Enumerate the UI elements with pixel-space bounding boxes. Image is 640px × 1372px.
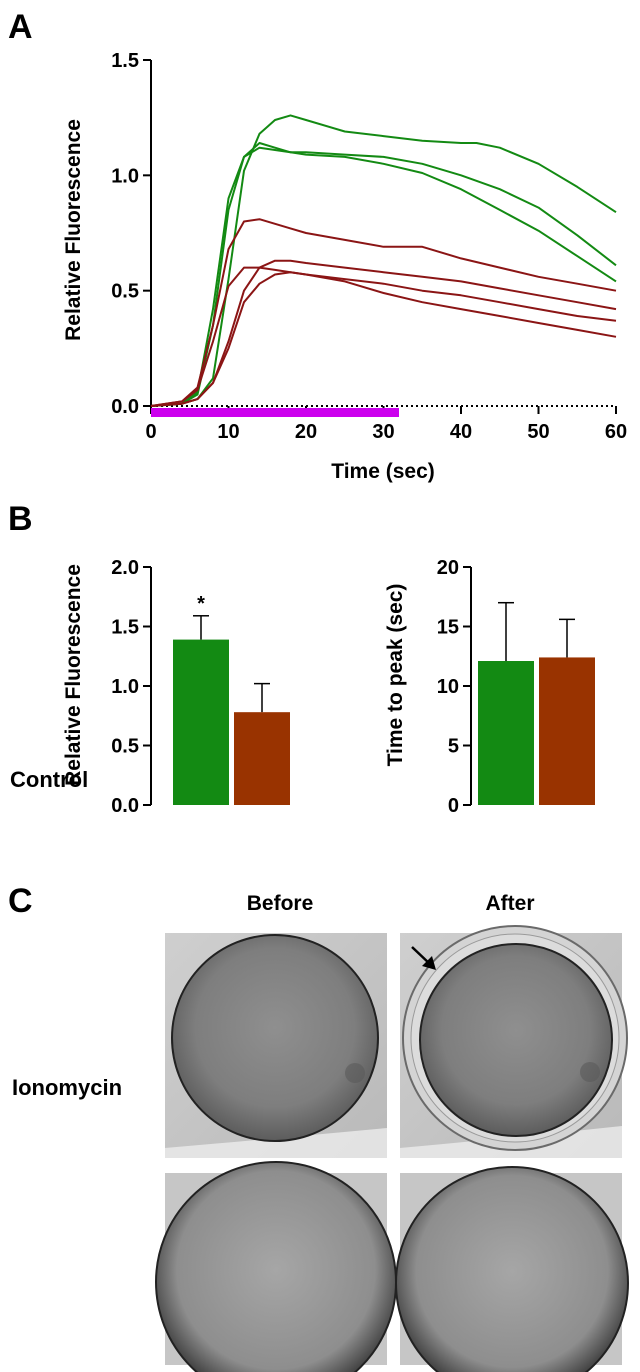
bar-y-tick-label: 15 [437,617,459,639]
bar-y-tick-label: 10 [437,676,459,698]
micrograph-panel: Before After Control Ionomycin [10,767,629,1372]
chart-a-y-label: Relative Fluorescence [62,119,85,341]
bar [539,657,595,805]
bar [478,661,534,805]
bar-y-tick-label: 5 [448,736,459,758]
panel-letter-b: B [8,500,33,538]
bar-y-tick-label: 0.0 [111,795,139,817]
bar-y-tick-label: 0.5 [111,736,139,758]
chart-a-series-line [150,146,617,407]
bar-y-tick-label: 2.0 [111,557,139,579]
panel-letter-c: C [8,882,33,920]
chart-a-x-tick-label: 20 [295,421,317,443]
bar [173,639,229,805]
image-ionomycin-after [395,1166,629,1372]
chart-a-x-tick-label: 40 [450,421,472,443]
chart-a-x-tick-label: 30 [372,421,394,443]
chart-b1-y-label: Relative Fluorescence [62,564,85,786]
stimulus-bar [151,408,399,417]
row-label-ionomycin: Ionomycin [12,1075,122,1100]
column-label-after: After [485,892,534,915]
chart-a-series-line [150,218,617,407]
significance-marker: * [197,593,205,615]
bar-y-tick-label: 20 [437,557,459,579]
chart-a-series-line [150,114,617,407]
chart-a-y-tick-label: 1.5 [111,50,139,72]
chart-a-y-tick-label: 1.0 [111,165,139,187]
chart-a-x-tick-label: 60 [605,421,627,443]
chart-a-y-tick-label: 0.5 [111,281,139,303]
chart-b2-y-label: Time to peak (sec) [384,584,407,767]
bar-y-tick-label: 1.0 [111,676,139,698]
row-label-control: Control [10,767,88,792]
panel-letter-a: A [8,8,33,46]
column-label-before: Before [247,892,314,915]
chart-a-x-tick-label: 50 [527,421,549,443]
bar-y-tick-label: 1.5 [111,617,139,639]
bar [234,712,290,805]
bar-chart-time-to-peak: Time to peak (sec) 0 5 10 15 20 [384,557,595,817]
chart-a-y-tick-label: 0.0 [111,396,139,418]
chart-a-series-line [150,271,617,407]
line-chart-a: Relative Fluorescence Time (sec) 0.0 0.5 1… [62,50,627,483]
chart-a-x-label: Time (sec) [331,460,435,483]
chart-a-x-tick-label: 0 [145,421,156,443]
image-ionomycin-before [155,1161,397,1372]
image-control-before [165,933,387,1158]
bar-chart-fluorescence: Relative Fluorescence 0.0 0.5 1.0 1.5 2.0 * [62,557,290,817]
image-control-after [400,925,628,1158]
bar-y-tick-label: 0 [448,795,459,817]
chart-a-x-tick-label: 10 [217,421,239,443]
